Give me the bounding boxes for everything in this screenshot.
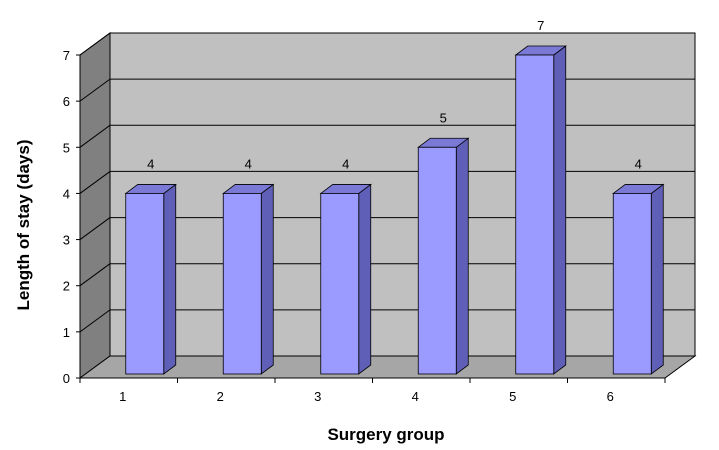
data-label: 7 xyxy=(537,18,544,33)
bar-side xyxy=(650,183,664,375)
bar-front xyxy=(125,193,165,375)
x-tick-label: 2 xyxy=(217,389,224,404)
gridline-side xyxy=(79,78,111,102)
bar xyxy=(417,137,470,375)
x-tick-label: 6 xyxy=(607,389,614,404)
data-label: 4 xyxy=(147,156,154,171)
data-label: 4 xyxy=(635,156,642,171)
bar xyxy=(514,45,567,375)
y-tick-label: 0 xyxy=(63,371,70,386)
gridlines xyxy=(79,32,695,333)
x-tick-label: 1 xyxy=(119,389,126,404)
x-tick-label: 4 xyxy=(412,389,419,404)
bar-front xyxy=(417,146,457,375)
x-axis-ticks: 1 2 3 4 5 6 xyxy=(79,378,666,404)
chart-side-wall xyxy=(79,32,111,379)
x-axis-title: Surgery group xyxy=(327,425,444,444)
bar-side xyxy=(163,183,177,375)
bar-front xyxy=(515,54,555,375)
bar xyxy=(124,183,177,375)
bar-front xyxy=(612,193,652,375)
gridline-side xyxy=(79,217,111,240)
y-axis-ticks: 0 1 2 3 4 5 6 7 xyxy=(63,48,80,386)
gridline-side xyxy=(79,124,111,148)
data-labels: 4 4 4 5 7 4 xyxy=(147,18,642,171)
data-label: 4 xyxy=(342,156,349,171)
gridline-side xyxy=(79,171,111,194)
y-tick-label: 4 xyxy=(63,186,70,201)
gridline-side xyxy=(79,263,111,287)
bar-side xyxy=(553,45,567,375)
y-axis-title: Length of stay (days) xyxy=(14,140,33,311)
chart-back-wall xyxy=(109,32,696,357)
gridline-side xyxy=(79,309,111,333)
x-tick-label: 3 xyxy=(314,389,321,404)
bar-side xyxy=(455,137,469,375)
data-label: 5 xyxy=(440,110,447,125)
y-tick-label: 1 xyxy=(63,325,70,340)
bar-side xyxy=(358,183,372,375)
x-tick-label: 5 xyxy=(509,389,516,404)
y-tick-label: 3 xyxy=(63,233,70,248)
bar xyxy=(612,183,665,375)
bar-front xyxy=(222,193,262,375)
bar xyxy=(319,183,372,375)
gridline-side xyxy=(79,32,111,56)
y-tick-label: 2 xyxy=(63,279,70,294)
bar xyxy=(222,183,275,375)
y-tick-label: 7 xyxy=(63,48,70,63)
data-label: 4 xyxy=(245,156,252,171)
y-tick-label: 5 xyxy=(63,140,70,155)
bar-side xyxy=(260,183,274,375)
bar-front xyxy=(320,193,360,375)
y-tick-label: 6 xyxy=(63,94,70,109)
bars xyxy=(124,45,665,375)
